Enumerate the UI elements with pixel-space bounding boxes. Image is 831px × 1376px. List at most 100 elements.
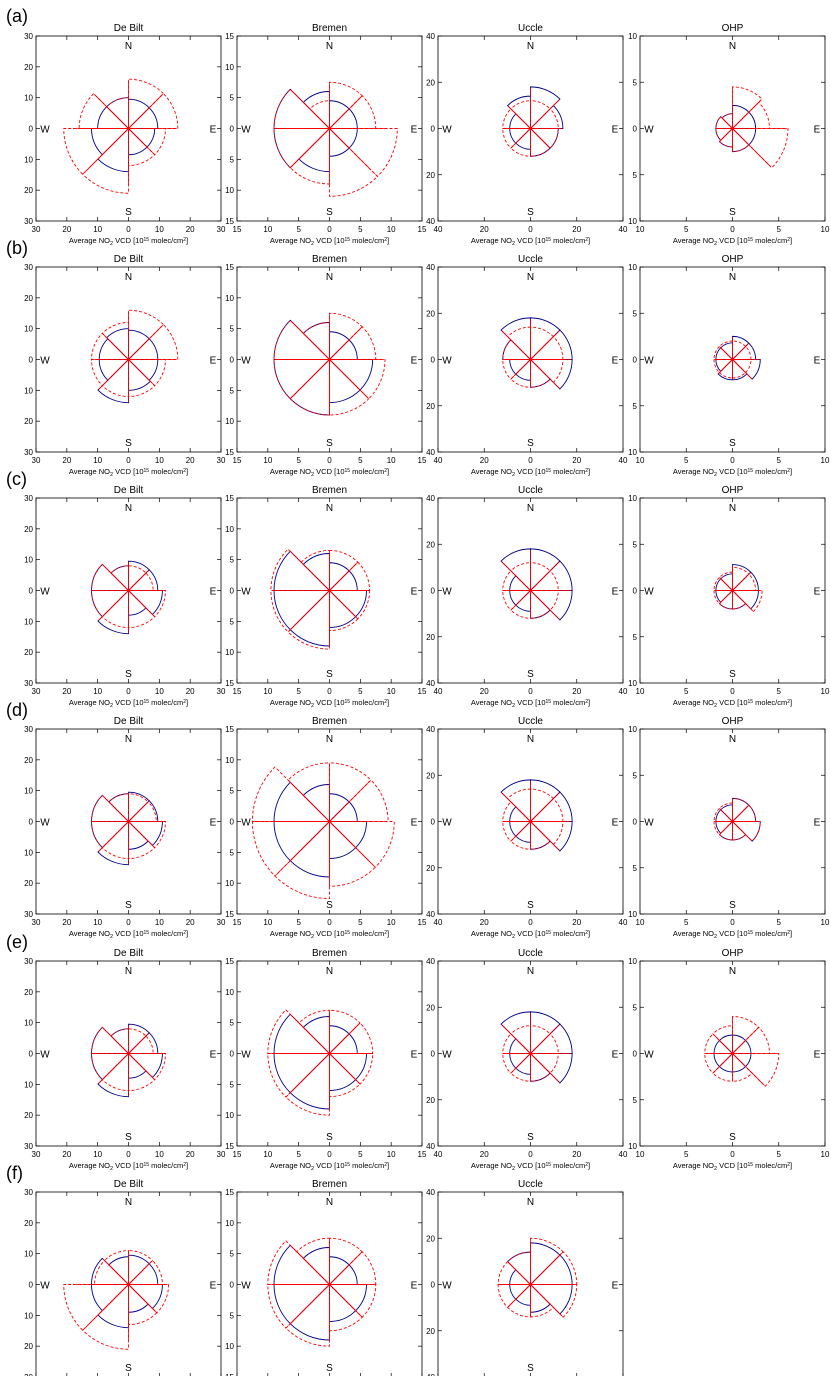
red-sector-3 — [530, 820, 551, 850]
red-sector-4 — [285, 1052, 330, 1116]
blue-sector-3 — [530, 1283, 551, 1313]
spoke-3 — [732, 821, 753, 842]
compass-east: E — [411, 818, 418, 829]
x-tick-label: 10 — [636, 456, 645, 465]
red-sector-3 — [329, 820, 376, 887]
spoke-7 — [501, 561, 531, 591]
blue-sector-7 — [110, 565, 129, 592]
compass-west: W — [241, 125, 251, 136]
compass-north: N — [527, 503, 534, 514]
y-tick-label: 40 — [426, 957, 435, 966]
wind-rose-c-de-bilt: De Bilt30302020101000101020203030Average… — [24, 485, 226, 709]
red-sector-3 — [530, 127, 551, 157]
x-axis-label-part: 2 — [714, 1166, 717, 1172]
red-sector-5 — [91, 1053, 130, 1081]
blue-sector-7 — [506, 1251, 531, 1286]
red-sector-5 — [502, 359, 532, 380]
x-tick-label: 5 — [684, 918, 689, 927]
blue-sector-7 — [718, 1034, 733, 1055]
x-axis-label-part: VCD [10 — [717, 1161, 747, 1170]
compass-north: N — [326, 41, 333, 52]
x-tick-label: 30 — [217, 687, 226, 696]
compass-west: W — [644, 818, 654, 829]
spoke-7 — [719, 808, 733, 822]
panel-title: De Bilt — [114, 254, 144, 265]
y-tick-label: 20 — [426, 78, 435, 87]
x-tick-label: 20 — [480, 918, 489, 927]
red-sector-3 — [329, 358, 370, 416]
x-axis-label-part: 2 — [787, 699, 790, 705]
x-axis-label-part: 2 — [512, 241, 515, 247]
blue-sector-6 — [509, 1038, 532, 1054]
y-tick-label: 5 — [633, 633, 638, 642]
blue-sector-7 — [106, 97, 129, 130]
red-sector-7 — [309, 100, 330, 130]
spoke-3 — [329, 1053, 360, 1084]
y-tick-label: 10 — [225, 988, 234, 997]
spoke-7 — [102, 1258, 129, 1285]
y-tick-label: 10 — [628, 494, 637, 503]
red-sector-4 — [510, 358, 531, 388]
y-tick-label: 20 — [426, 864, 435, 873]
spoke-1 — [128, 325, 163, 360]
blue-sector-3 — [732, 1052, 747, 1073]
y-tick-label: 5 — [633, 771, 638, 780]
spoke-1 — [128, 94, 163, 129]
x-axis-label-part: Average NO — [673, 467, 714, 476]
blue-sector-4 — [515, 358, 531, 381]
x-tick-label: 20 — [62, 456, 71, 465]
red-sector-1 — [127, 92, 179, 129]
x-tick-label: 5 — [684, 1150, 689, 1159]
x-axis-label-part: molec/cm — [753, 698, 787, 707]
x-axis-label: Average NO2 VCD [1015 molec/cm2] — [471, 236, 590, 247]
spoke-1 — [530, 99, 560, 129]
x-tick-label: 10 — [387, 1150, 396, 1159]
blue-sector-4 — [718, 1052, 733, 1073]
spoke-7 — [289, 781, 330, 822]
x-axis-label-part: 15 — [144, 930, 150, 936]
row-label-d: (d) — [6, 700, 28, 720]
red-sector-5 — [267, 1053, 331, 1098]
spoke-1 — [128, 569, 150, 591]
red-sector-0 — [128, 1250, 154, 1286]
x-axis-label-part: 2 — [110, 472, 113, 478]
x-tick-label: 10 — [155, 1150, 164, 1159]
compass-south: S — [527, 669, 534, 680]
spoke-1 — [732, 1027, 759, 1054]
spoke-7 — [712, 1033, 733, 1054]
blue-sector-6 — [273, 1244, 331, 1285]
y-tick-label: 5 — [230, 386, 235, 395]
y-tick-label: 20 — [426, 1003, 435, 1012]
blue-sector-4 — [717, 358, 733, 381]
red-sector-1 — [328, 95, 377, 129]
blue-sector-2 — [529, 359, 573, 390]
x-axis-label-part: 2 — [787, 237, 790, 243]
blue-sector-5 — [509, 1053, 532, 1069]
red-sector-0 — [128, 565, 147, 592]
red-sector-7 — [721, 113, 733, 130]
x-tick-label: 40 — [434, 456, 443, 465]
x-tick-label: 20 — [480, 456, 489, 465]
compass-south: S — [125, 438, 132, 449]
panel-title: Uccle — [518, 1179, 543, 1190]
compass-east: E — [411, 1281, 418, 1292]
compass-north: N — [527, 734, 534, 745]
x-axis-label: Average NO2 VCD [1015 molec/cm2] — [471, 929, 590, 940]
spoke-1 — [732, 343, 749, 360]
y-tick-label: 10 — [24, 1080, 33, 1089]
panel-title: OHP — [722, 23, 744, 34]
blue-sector-5 — [91, 1284, 130, 1312]
x-axis-label-part: molec/cm — [350, 929, 384, 938]
blue-sector-6 — [509, 806, 532, 822]
y-tick-label: 0 — [230, 1050, 235, 1059]
x-axis-label-part: Average NO — [673, 1161, 714, 1170]
blue-sector-4 — [515, 127, 531, 150]
x-axis-label-part: ] — [186, 1161, 188, 1170]
red-sector-6 — [94, 1259, 130, 1285]
x-tick-label: 0 — [730, 1150, 735, 1159]
y-tick-label: 20 — [426, 1096, 435, 1105]
blue-sector-4 — [515, 589, 531, 612]
red-sector-0 — [530, 1025, 551, 1055]
red-sector-0 — [128, 309, 165, 361]
blue-sector-5 — [273, 1053, 331, 1094]
